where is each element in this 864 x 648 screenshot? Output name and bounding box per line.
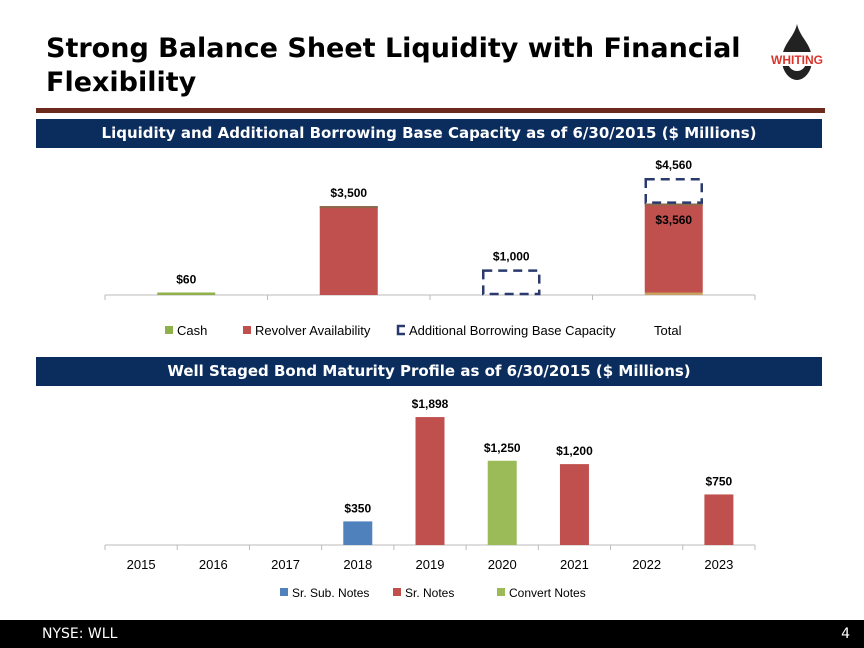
data-label: $1,898 [412, 397, 449, 411]
legend-swatch [497, 588, 505, 596]
legend-label: Revolver Availability [255, 323, 371, 338]
liquidity-chart-title: Liquidity and Additional Borrowing Base … [36, 119, 822, 148]
x-tick-label: 2019 [416, 557, 445, 572]
x-tick-label: 2015 [127, 557, 156, 572]
additional-capacity-box [482, 269, 541, 296]
footer: NYSE: WLL 4 [0, 620, 864, 648]
legend-label: Sr. Sub. Notes [292, 586, 369, 600]
bond-bar [415, 417, 445, 545]
revolver-bar [644, 203, 703, 293]
x-tick-label: 2022 [632, 557, 661, 572]
page-title: Strong Balance Sheet Liquidity with Fina… [46, 33, 741, 98]
maturity-chart-title: Well Staged Bond Maturity Profile as of … [36, 357, 822, 386]
x-tick-label: 2016 [199, 557, 228, 572]
data-label: $60 [176, 273, 196, 287]
bond-bar [704, 494, 734, 545]
bond-bar [559, 464, 589, 545]
ticker: NYSE: WLL [42, 626, 118, 642]
legend-label: Sr. Notes [405, 586, 454, 600]
legend-label: Total [654, 323, 682, 338]
bar-edge [644, 203, 703, 206]
cash-bar [157, 292, 216, 295]
data-label: $4,560 [655, 158, 692, 172]
legend-swatch [280, 588, 288, 596]
data-label: $1,200 [556, 444, 593, 458]
bond-bar [343, 521, 373, 545]
legend-label: Additional Borrowing Base Capacity [409, 323, 616, 338]
x-tick-label: 2021 [560, 557, 589, 572]
x-tick-label: 2020 [488, 557, 517, 572]
bar-edge [319, 206, 378, 209]
revolver-bar [319, 206, 378, 295]
data-label: $750 [706, 474, 733, 488]
x-tick-label: 2018 [343, 557, 372, 572]
additional-capacity-box [644, 177, 703, 204]
charts: $60 $3,500 $1,000 $4,560 $3,560 Cash Revolver … [104, 158, 756, 600]
data-label: $1,250 [484, 441, 521, 455]
total-inner-label: $3,560 [655, 213, 692, 227]
legend-swatch [243, 326, 251, 334]
x-tick-label: 2023 [704, 557, 733, 572]
data-label: $3,500 [330, 186, 367, 200]
svg-text:WHITING: WHITING [771, 53, 823, 67]
legend-swatch [393, 588, 401, 596]
legend-swatch [165, 326, 173, 334]
page-number: 4 [841, 626, 850, 642]
cash-bar [644, 292, 703, 295]
data-label: $350 [344, 501, 371, 515]
whiting-logo: WHITING [764, 24, 830, 80]
legend-label: Cash [177, 323, 207, 338]
legend-swatch [396, 324, 405, 336]
bond-bar [487, 460, 517, 545]
x-tick-label: 2017 [271, 557, 300, 572]
legend-label: Convert Notes [509, 586, 586, 600]
data-label: $1,000 [493, 250, 530, 264]
title-rule [36, 108, 825, 113]
